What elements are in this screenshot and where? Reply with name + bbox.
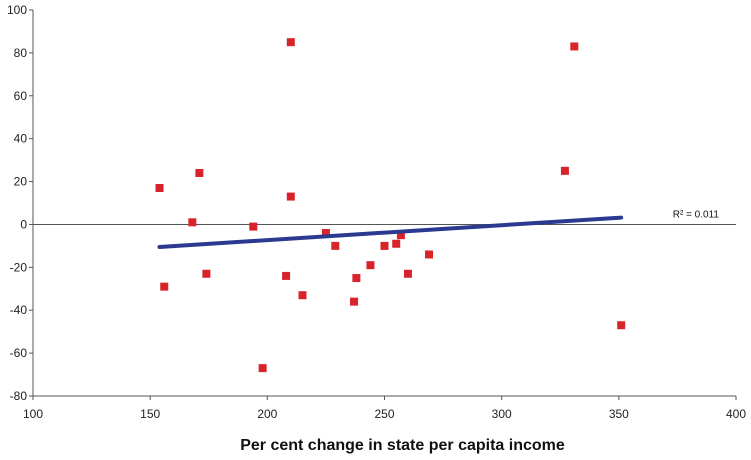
x-tick-label: 150: [140, 407, 160, 421]
data-point: [298, 291, 307, 300]
y-tick-label: 80: [14, 46, 28, 60]
data-point: [286, 192, 295, 201]
y-tick-label: 0: [20, 217, 27, 231]
data-point: [617, 321, 626, 330]
y-tick-label: 60: [14, 89, 28, 103]
data-point: [396, 231, 405, 240]
data-point: [366, 261, 375, 270]
data-points: [155, 38, 626, 373]
tick-labels: -80 -60 -40 -20 0 20 40 60 80 100 100 150 200 250 300 3…: [7, 3, 746, 421]
data-point: [258, 364, 267, 373]
data-point: [155, 183, 164, 192]
data-point: [202, 269, 211, 278]
data-point: [560, 166, 569, 175]
data-point: [249, 222, 258, 231]
trendline-group: [157, 215, 624, 249]
y-tick-label: 20: [14, 175, 28, 189]
data-point: [286, 38, 295, 47]
trendline: [157, 215, 624, 249]
y-tick-label: 40: [14, 132, 28, 146]
r-squared-annotation: R² = 0.011: [673, 210, 720, 221]
x-tick-label: 200: [257, 407, 277, 421]
data-point: [392, 239, 401, 248]
data-point: [188, 218, 197, 227]
x-axis-label: Per cent change in state per capita inco…: [240, 437, 565, 454]
y-tick-label: -60: [10, 346, 28, 360]
x-tick-label: 300: [492, 407, 512, 421]
y-tick-label: 100: [7, 3, 27, 17]
data-point: [403, 269, 412, 278]
data-point: [425, 250, 434, 259]
y-tick-label: -40: [10, 303, 28, 317]
data-point: [321, 229, 330, 238]
x-tick-label: 100: [23, 407, 43, 421]
data-point: [380, 241, 389, 250]
x-tick-label: 250: [374, 407, 394, 421]
y-tick-label: -20: [10, 260, 28, 274]
data-point: [195, 168, 204, 177]
data-point: [570, 42, 579, 51]
y-tick-label: -80: [10, 389, 28, 403]
data-point: [352, 274, 361, 283]
data-point: [282, 271, 291, 280]
data-point: [350, 297, 359, 306]
x-tick-label: 350: [609, 407, 629, 421]
x-tick-label: 400: [726, 407, 746, 421]
data-point: [331, 241, 340, 250]
data-point: [160, 282, 169, 291]
axes: [29, 9, 737, 400]
